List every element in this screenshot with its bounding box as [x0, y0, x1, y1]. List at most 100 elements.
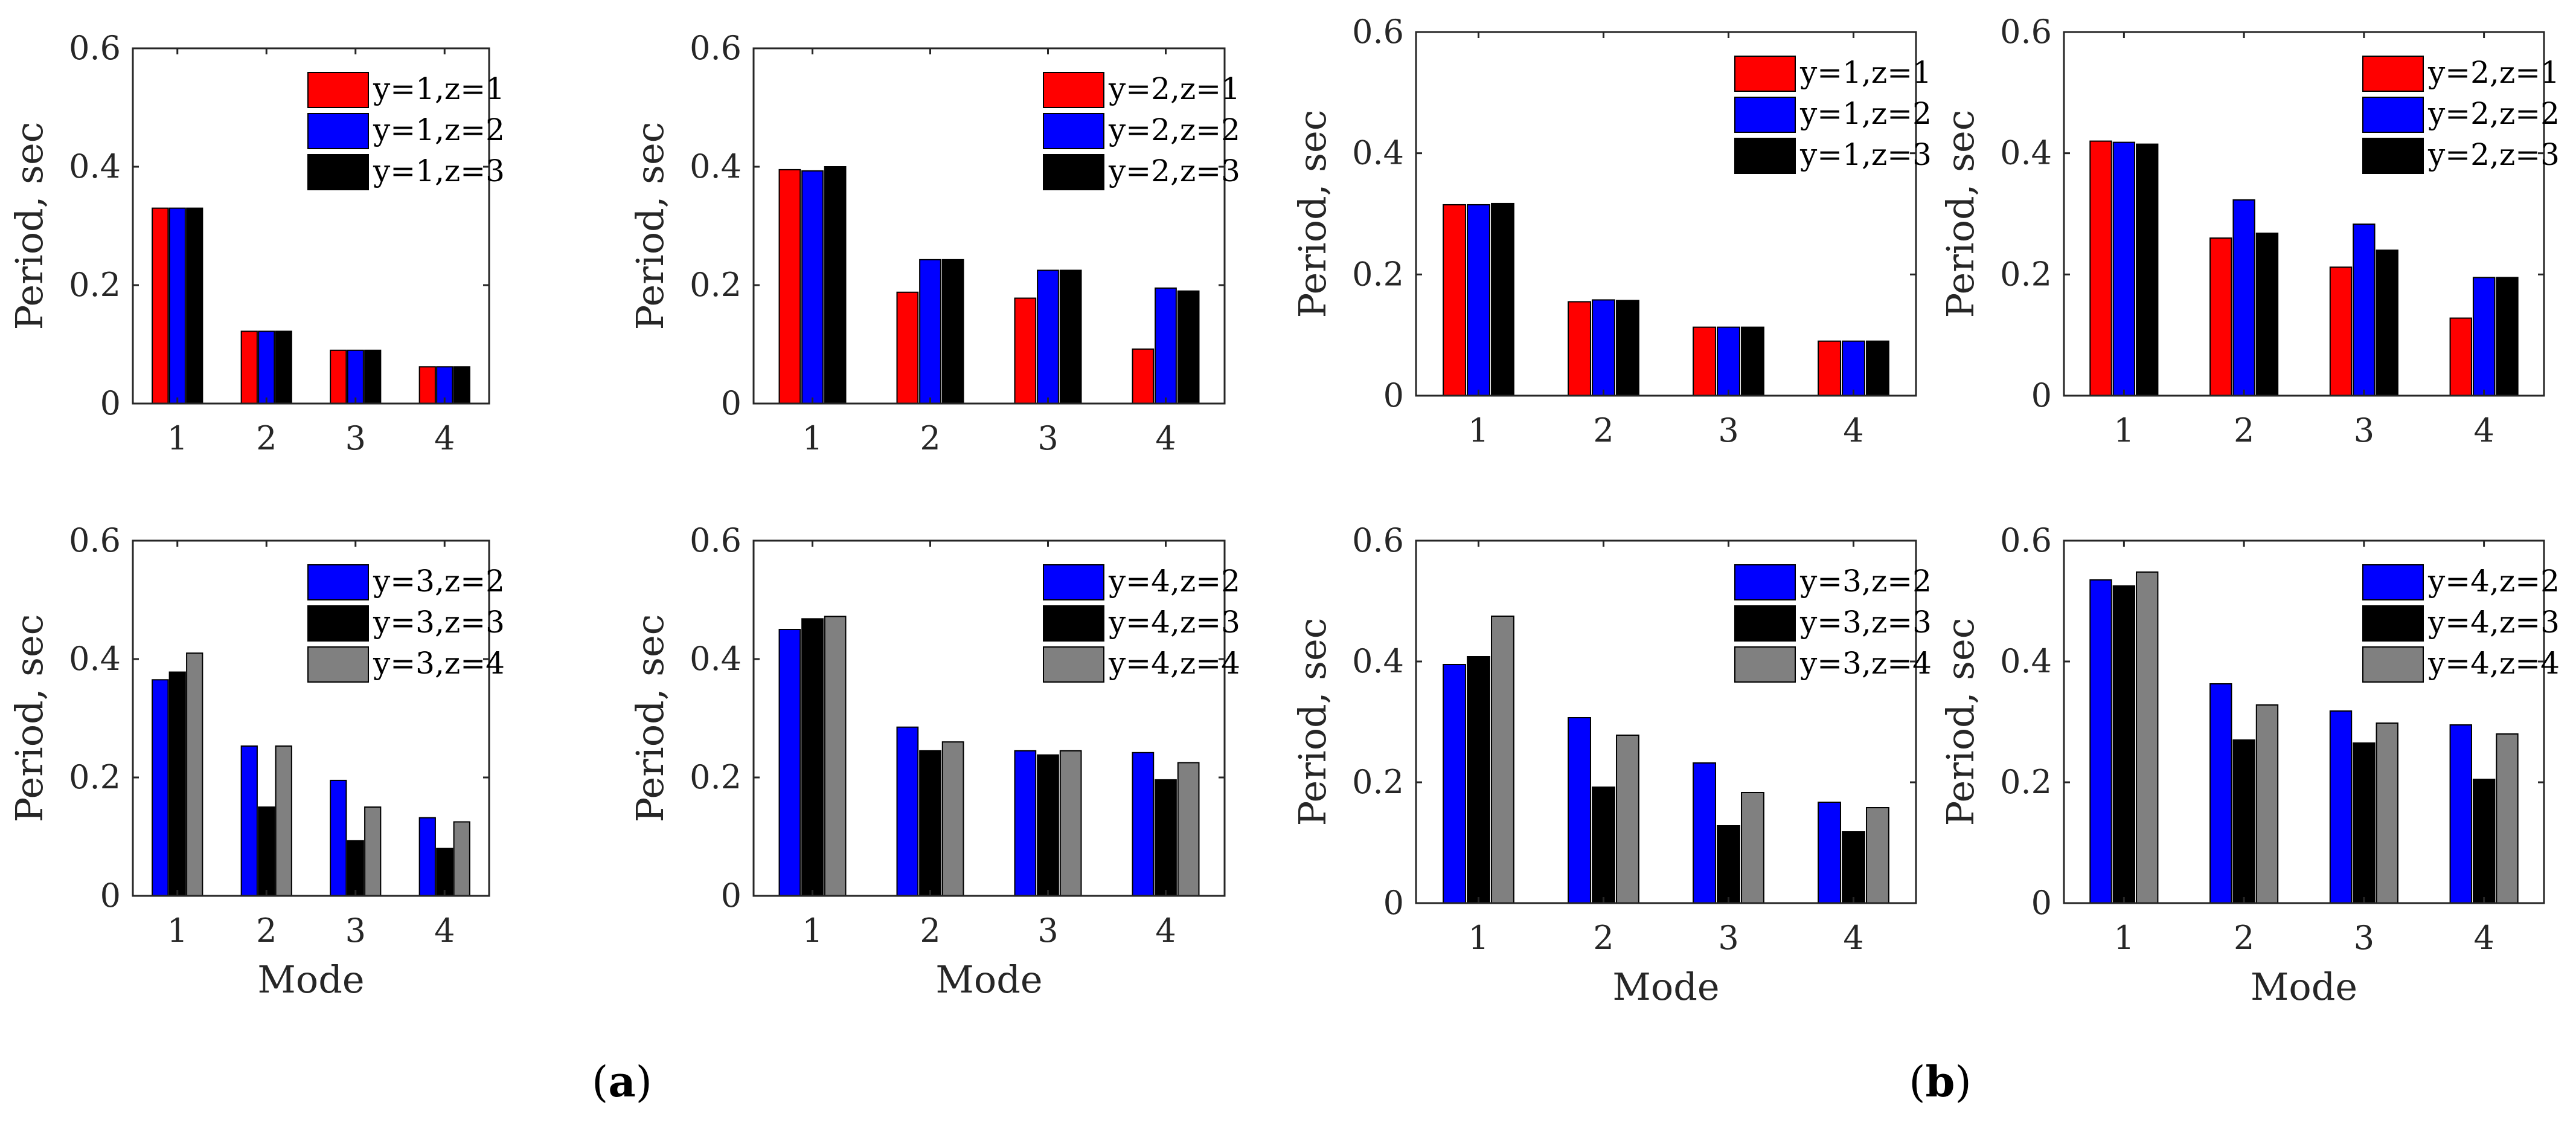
bar	[1491, 202, 1514, 396]
x-tick-label: 4	[2473, 411, 2494, 449]
bar	[2353, 742, 2376, 904]
bar	[1467, 204, 1490, 396]
bar	[1177, 290, 1200, 404]
bar	[418, 366, 436, 404]
bar	[1568, 301, 1591, 396]
bar	[1014, 750, 1037, 897]
bar	[2329, 710, 2353, 904]
y-tick-label: 0	[100, 384, 121, 422]
bar	[186, 652, 203, 896]
y-tick-label: 0.2	[1352, 763, 1404, 801]
bar	[2496, 277, 2519, 396]
legend-label: y=1,z=1	[373, 71, 505, 106]
x-tick-label: 2	[920, 419, 940, 457]
bar	[1592, 787, 1615, 904]
x-tick-label: 4	[434, 912, 455, 950]
legend-swatch	[1734, 97, 1796, 133]
bar	[1132, 348, 1155, 405]
axes-frame	[752, 47, 1226, 405]
legend-label: y=2,z=1	[1108, 71, 1240, 106]
chart-panel-a-1-0: 0 0.2 0.4 0.6 1 2 3 4 Period, sec Mode y=3,z=2 y=3,…	[7, 521, 505, 1002]
y-tick-label: 0.4	[1352, 134, 1404, 172]
bar	[2112, 141, 2136, 397]
y-tick-label: 0.6	[1352, 13, 1404, 51]
y-tick-label: 0.2	[2000, 763, 2052, 801]
legend-label: y=4,z=3	[1108, 605, 1240, 640]
legend-label: y=2,z=1	[2427, 55, 2560, 90]
bar	[2329, 266, 2353, 396]
legend-swatch	[1734, 564, 1796, 600]
bar	[1155, 779, 1177, 897]
bar	[919, 259, 941, 404]
bar	[1842, 340, 1865, 397]
bar	[2449, 724, 2472, 904]
chart-panel-a-0-1: 0 0.2 0.4 0.6 1 2 3 4 Period, sec y=2,z=1 y=2,z=2 y…	[628, 29, 1240, 457]
x-tick-label: 3	[345, 912, 366, 950]
panel-label-letter: b	[1926, 1057, 1955, 1107]
bar	[2376, 722, 2398, 904]
bar	[2472, 277, 2496, 396]
bar	[919, 750, 941, 897]
bar	[2089, 140, 2112, 396]
y-tick-label: 0.6	[69, 521, 121, 559]
bar	[1616, 300, 1639, 396]
bar	[330, 349, 347, 404]
bar	[258, 806, 275, 896]
legend-label: y=2,z=3	[2427, 137, 2560, 172]
y-axis-label: Period, sec	[1938, 110, 1982, 318]
y-tick-label: 0.2	[1352, 255, 1404, 293]
bar	[1693, 326, 1716, 397]
bar	[1014, 297, 1037, 404]
x-tick-label: 2	[256, 419, 277, 457]
y-tick-label: 0	[1383, 884, 1404, 922]
bar	[347, 840, 364, 896]
y-tick-label: 0.2	[69, 266, 121, 304]
bar	[2136, 143, 2159, 396]
legend-swatch	[307, 564, 369, 600]
legend-label: y=3,z=4	[1799, 646, 1932, 681]
bar	[1842, 831, 1865, 904]
bar	[1059, 750, 1082, 897]
x-tick-label: 1	[167, 419, 188, 457]
bar	[152, 207, 169, 404]
bar	[418, 817, 436, 897]
legend-label: y=3,z=2	[1799, 564, 1932, 599]
axes-frame	[132, 539, 490, 897]
bar	[941, 259, 964, 404]
y-tick-label: 0.6	[690, 29, 742, 67]
legend-label: y=4,z=4	[2427, 646, 2560, 681]
bar	[778, 169, 801, 404]
axes-frame	[132, 47, 490, 405]
x-tick-label: 1	[1468, 411, 1488, 449]
bar	[1717, 326, 1740, 397]
bar	[364, 349, 382, 404]
bar	[152, 679, 169, 897]
legend-swatch	[1043, 605, 1104, 642]
legend-swatch	[307, 113, 369, 149]
y-tick-label: 0.2	[2000, 255, 2052, 293]
x-tick-label: 3	[1718, 919, 1738, 957]
x-tick-label: 1	[167, 912, 188, 950]
panel-label-a: (a)	[592, 1057, 652, 1107]
bar	[453, 366, 470, 404]
legend-swatch	[1043, 113, 1104, 149]
legend-label: y=1,z=3	[1799, 137, 1932, 172]
legend-label: y=4,z=2	[1108, 564, 1240, 599]
legend-swatch	[2362, 564, 2424, 600]
y-axis-label: Period, sec	[628, 122, 672, 330]
axes-frame	[1415, 31, 1917, 397]
bar	[2232, 739, 2255, 904]
bar	[364, 806, 382, 896]
bar	[2472, 779, 2496, 904]
legend-swatch	[307, 154, 369, 190]
legend-swatch	[1043, 154, 1104, 190]
y-tick-label: 0	[2031, 884, 2052, 922]
chart-panel-b-1-0: 0 0.2 0.4 0.6 1 2 3 4 Period, sec Mode y=3,z=2 y=3,…	[1290, 521, 1932, 1009]
bar	[330, 779, 347, 897]
bar	[2209, 237, 2232, 396]
x-axis-label: Mode	[2251, 965, 2357, 1009]
bar	[2112, 585, 2136, 904]
legend-swatch	[2362, 97, 2424, 133]
y-tick-label: 0.4	[1352, 642, 1404, 680]
legend-label: y=1,z=1	[1799, 55, 1932, 90]
